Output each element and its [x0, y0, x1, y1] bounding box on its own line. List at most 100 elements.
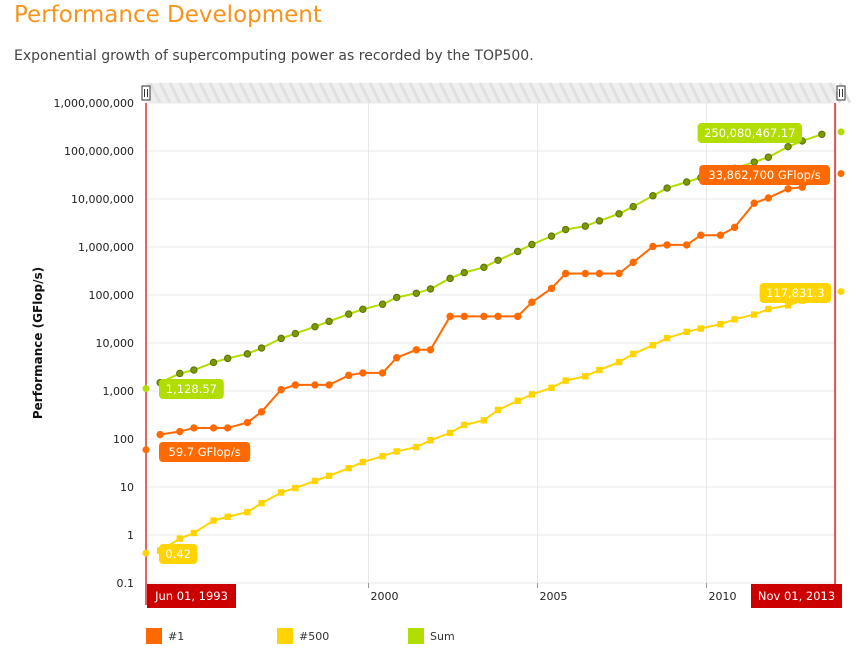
data-point-n1[interactable] — [359, 369, 367, 377]
data-point-sum[interactable] — [190, 366, 198, 374]
data-point-sum[interactable] — [243, 350, 252, 358]
range-end-point-sum[interactable] — [837, 128, 845, 136]
data-point-n500[interactable] — [413, 443, 420, 451]
data-point-n500[interactable] — [697, 325, 705, 332]
legend-item-n1[interactable]: #1 — [146, 626, 184, 646]
data-point-n500[interactable] — [784, 302, 792, 309]
range-end-point-n500[interactable] — [837, 288, 845, 296]
data-point-sum[interactable] — [663, 184, 671, 192]
data-point-n1[interactable] — [223, 424, 232, 432]
data-point-n500[interactable] — [325, 472, 333, 480]
data-point-sum[interactable] — [257, 344, 266, 352]
data-point-n500[interactable] — [311, 477, 319, 485]
data-point-sum[interactable] — [325, 317, 333, 326]
data-point-n500[interactable] — [514, 397, 521, 405]
data-point-n500[interactable] — [277, 489, 285, 496]
data-point-n500[interactable] — [379, 453, 386, 460]
range-start-point-sum[interactable] — [142, 384, 150, 392]
data-point-n500[interactable] — [615, 358, 623, 366]
data-point-n1[interactable] — [750, 199, 758, 207]
data-point-n500[interactable] — [244, 508, 251, 516]
data-point-sum[interactable] — [480, 263, 488, 271]
data-point-sum[interactable] — [446, 274, 454, 283]
data-point-sum[interactable] — [291, 329, 300, 338]
range-end-label[interactable]: Nov 01, 2013 — [751, 584, 842, 608]
data-point-n1[interactable] — [311, 381, 319, 389]
data-point-sum[interactable] — [359, 305, 367, 313]
data-point-sum[interactable] — [561, 225, 570, 234]
data-point-sum[interactable] — [460, 268, 468, 277]
data-point-n1[interactable] — [176, 427, 184, 436]
data-point-n1[interactable] — [561, 269, 570, 278]
data-point-n500[interactable] — [683, 328, 690, 336]
data-point-n500[interactable] — [210, 517, 217, 524]
data-point-sum[interactable] — [378, 300, 387, 308]
data-point-n500[interactable] — [582, 373, 589, 380]
data-point-n500[interactable] — [190, 529, 198, 537]
data-point-n1[interactable] — [649, 242, 657, 251]
data-point-n1[interactable] — [291, 381, 300, 389]
data-point-n500[interactable] — [359, 458, 367, 466]
data-point-sum[interactable] — [649, 192, 657, 200]
data-point-n500[interactable] — [562, 377, 569, 384]
data-point-n1[interactable] — [446, 312, 454, 321]
data-point-sum[interactable] — [764, 153, 773, 161]
data-point-n1[interactable] — [547, 284, 556, 293]
data-point-n500[interactable] — [258, 499, 265, 507]
data-point-sum[interactable] — [176, 369, 184, 378]
data-point-n500[interactable] — [393, 448, 400, 455]
data-point-n1[interactable] — [426, 346, 435, 354]
data-point-n1[interactable] — [682, 241, 691, 249]
data-point-n1[interactable] — [494, 312, 502, 321]
data-point-n1[interactable] — [615, 269, 623, 278]
data-point-n500[interactable] — [751, 311, 758, 318]
data-point-n1[interactable] — [581, 269, 589, 278]
data-point-sum[interactable] — [345, 310, 353, 318]
data-point-n500[interactable] — [596, 366, 603, 374]
data-point-n500[interactable] — [663, 334, 671, 342]
data-point-n1[interactable] — [277, 385, 285, 394]
data-point-sum[interactable] — [784, 142, 792, 151]
data-point-n500[interactable] — [345, 464, 352, 472]
data-point-sum[interactable] — [818, 130, 826, 138]
data-point-sum[interactable] — [514, 247, 522, 256]
legend-item-sum[interactable]: Sum — [408, 626, 455, 646]
data-point-n1[interactable] — [325, 381, 333, 389]
data-point-n1[interactable] — [784, 185, 792, 193]
data-point-n500[interactable] — [765, 305, 772, 313]
data-point-n1[interactable] — [663, 241, 671, 249]
data-point-n1[interactable] — [730, 223, 739, 232]
data-point-sum[interactable] — [426, 285, 435, 293]
data-point-n1[interactable] — [378, 369, 387, 377]
data-point-sum[interactable] — [682, 178, 691, 186]
data-point-n1[interactable] — [764, 194, 773, 202]
data-point-n500[interactable] — [717, 320, 724, 328]
data-point-sum[interactable] — [412, 289, 421, 297]
data-point-n500[interactable] — [731, 316, 738, 323]
range-handle-left[interactable] — [141, 85, 151, 101]
range-handle-right[interactable] — [836, 85, 846, 101]
data-point-n1[interactable] — [480, 312, 488, 321]
data-point-sum[interactable] — [595, 217, 604, 225]
data-point-n1[interactable] — [514, 312, 522, 321]
range-start-label[interactable]: Jun 01, 1993 — [147, 584, 236, 608]
data-point-sum[interactable] — [581, 222, 589, 230]
data-point-n1[interactable] — [412, 346, 421, 354]
data-point-n500[interactable] — [176, 535, 183, 542]
data-point-sum[interactable] — [311, 322, 319, 331]
data-point-n1[interactable] — [629, 258, 637, 267]
data-point-n500[interactable] — [494, 406, 502, 414]
data-point-n1[interactable] — [460, 312, 468, 321]
data-point-sum[interactable] — [277, 334, 285, 343]
data-point-n500[interactable] — [292, 484, 299, 492]
data-point-n1[interactable] — [190, 424, 198, 432]
data-point-sum[interactable] — [393, 293, 401, 302]
data-point-n1[interactable] — [156, 430, 164, 439]
data-point-n1[interactable] — [595, 269, 604, 278]
data-point-n500[interactable] — [446, 429, 454, 437]
data-point-n1[interactable] — [345, 371, 353, 380]
range-start-point-n500[interactable] — [142, 549, 150, 557]
data-point-n1[interactable] — [257, 408, 266, 416]
data-point-n500[interactable] — [480, 417, 488, 424]
data-point-sum[interactable] — [528, 240, 536, 249]
